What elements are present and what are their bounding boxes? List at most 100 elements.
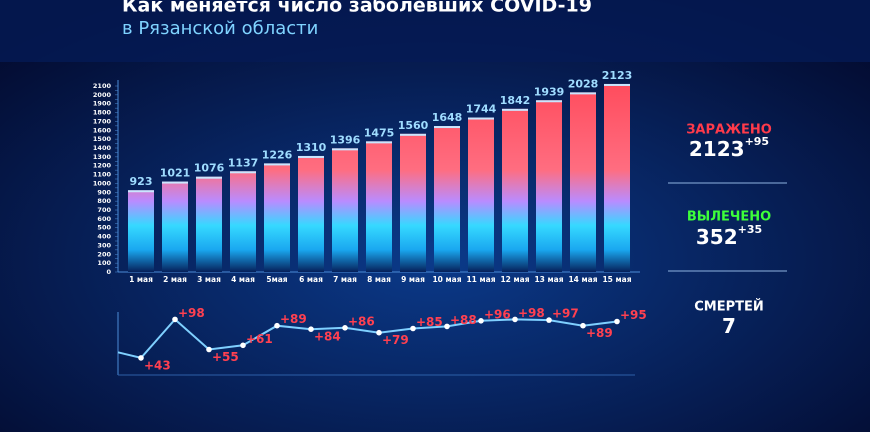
value-label: 923 bbox=[130, 175, 153, 188]
subtitle: в Рязанской области bbox=[122, 18, 318, 39]
value-label: 1744 bbox=[466, 103, 497, 116]
value-label: +55 bbox=[212, 350, 239, 364]
value-label: 1475 bbox=[364, 126, 395, 139]
value-label: +96 bbox=[484, 307, 511, 321]
bar bbox=[230, 171, 256, 272]
value-label: 1310 bbox=[296, 141, 327, 154]
y-tick-label: 1100 bbox=[93, 171, 112, 179]
bar bbox=[570, 92, 596, 273]
point bbox=[444, 323, 450, 330]
stat-label: ВЫЛЕЧЕНО bbox=[687, 210, 771, 225]
bar-cap bbox=[230, 171, 256, 174]
value-label: +84 bbox=[314, 330, 341, 344]
stat-label: СМЕРТЕЙ bbox=[694, 299, 764, 315]
point bbox=[580, 322, 586, 329]
x-tick-label: 6 мая bbox=[299, 275, 323, 284]
value-label: +88 bbox=[450, 313, 477, 327]
x-tick-label: 4 мая bbox=[231, 275, 255, 284]
bar bbox=[400, 133, 426, 272]
point bbox=[308, 326, 314, 333]
x-tick-label: 11 мая bbox=[466, 275, 495, 284]
value-label: 2123 bbox=[602, 69, 633, 82]
bar bbox=[128, 190, 154, 272]
y-tick-label: 2000 bbox=[93, 91, 112, 99]
value-label: 1396 bbox=[330, 133, 361, 146]
bar-cap bbox=[366, 141, 392, 144]
x-tick-label: 9 мая bbox=[401, 275, 425, 284]
y-tick-label: 1500 bbox=[93, 135, 112, 143]
bar-cap bbox=[264, 163, 290, 166]
value-label: +86 bbox=[348, 314, 375, 328]
bar-cap bbox=[162, 181, 188, 184]
y-tick-label: 1300 bbox=[93, 153, 112, 161]
point bbox=[512, 316, 518, 323]
value-label: +85 bbox=[416, 315, 443, 329]
value-label: 2028 bbox=[568, 77, 599, 90]
bar bbox=[604, 83, 630, 272]
stat-value: 352+35 bbox=[696, 223, 762, 249]
x-tick-label: 2 мая bbox=[163, 275, 187, 284]
value-label: +89 bbox=[586, 326, 613, 340]
value-label: +43 bbox=[144, 358, 171, 372]
header-band bbox=[0, 0, 870, 62]
stat-label: ЗАРАЖЕНО bbox=[686, 123, 772, 138]
stat-number: 7 bbox=[722, 314, 736, 338]
bar bbox=[332, 148, 358, 272]
bar bbox=[162, 181, 188, 272]
x-tick-label: 8 мая bbox=[367, 275, 391, 284]
y-tick-label: 1900 bbox=[93, 100, 112, 108]
x-tick-label: 15 мая bbox=[602, 275, 631, 284]
value-label: 1560 bbox=[398, 119, 429, 132]
bar bbox=[468, 117, 494, 272]
bar-cap bbox=[128, 190, 154, 193]
bar-cap bbox=[434, 126, 460, 129]
value-label: 1076 bbox=[194, 162, 225, 175]
title: Как меняется число заболевших COVID-19 bbox=[122, 0, 592, 17]
value-label: +98 bbox=[178, 306, 205, 320]
bar bbox=[502, 108, 528, 272]
x-tick-label: 14 мая bbox=[568, 275, 597, 284]
stat-number: 2123 bbox=[689, 137, 745, 161]
y-tick-label: 600 bbox=[97, 215, 111, 223]
bar-cap bbox=[502, 108, 528, 111]
line bbox=[117, 317, 618, 360]
stat-change: +35 bbox=[738, 223, 763, 236]
point bbox=[376, 329, 382, 336]
point bbox=[614, 318, 620, 325]
y-tick-label: 300 bbox=[97, 241, 111, 249]
bar bbox=[434, 126, 460, 272]
y-tick-label: 0 bbox=[106, 268, 111, 276]
bar-cap bbox=[400, 133, 426, 136]
y-tick-label: 100 bbox=[97, 259, 111, 267]
value-label: 1648 bbox=[432, 111, 463, 124]
bar bbox=[264, 163, 290, 272]
y-tick-label: 900 bbox=[97, 188, 111, 196]
y-tick-label: 700 bbox=[97, 206, 111, 214]
value-label: 1226 bbox=[262, 148, 293, 161]
bar-cap bbox=[298, 155, 324, 158]
x-tick-label: 12 мая bbox=[500, 275, 529, 284]
bar bbox=[536, 100, 562, 272]
x-tick-label: 5мая bbox=[266, 275, 287, 284]
y-tick-label: 400 bbox=[97, 233, 111, 241]
x-tick-label: 13 мая bbox=[534, 275, 563, 284]
value-label: +61 bbox=[246, 332, 273, 346]
bar-cap bbox=[536, 100, 562, 103]
bar-cap bbox=[468, 117, 494, 120]
stat-value: 7 bbox=[722, 314, 736, 338]
value-label: 1842 bbox=[500, 94, 531, 107]
value-label: +98 bbox=[518, 306, 545, 320]
value-label: +97 bbox=[552, 307, 579, 321]
value-label: 1939 bbox=[534, 85, 565, 98]
y-tick-label: 1700 bbox=[93, 117, 112, 125]
y-tick-label: 1600 bbox=[93, 126, 112, 134]
point bbox=[138, 355, 144, 361]
bar-cap bbox=[604, 83, 630, 86]
value-label: +95 bbox=[620, 308, 647, 322]
point bbox=[206, 346, 212, 353]
stat-change: +95 bbox=[745, 135, 770, 148]
point bbox=[240, 342, 246, 349]
stat-value: 2123+95 bbox=[689, 135, 769, 161]
